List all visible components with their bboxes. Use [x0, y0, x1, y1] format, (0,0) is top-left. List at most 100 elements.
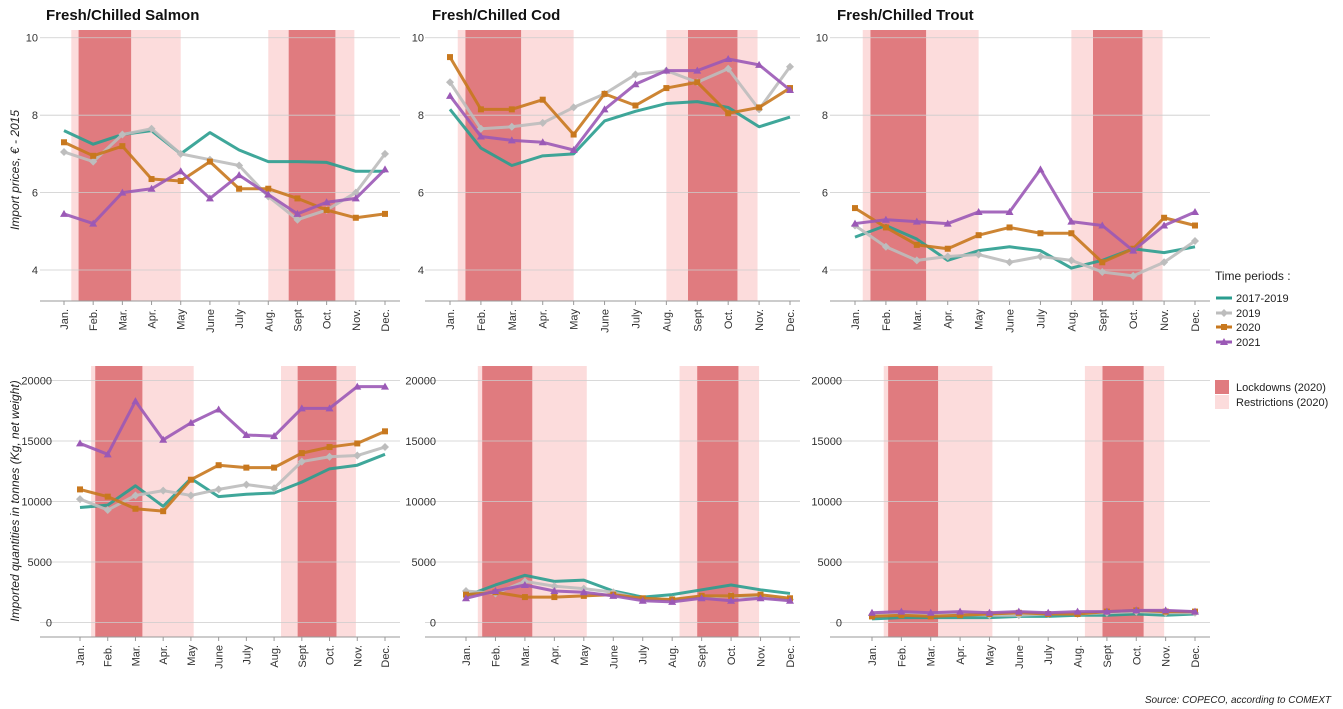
data-point	[160, 508, 167, 515]
data-point	[1099, 259, 1106, 266]
x-tick-label: May	[974, 309, 986, 330]
data-point	[236, 185, 243, 192]
data-point	[869, 613, 875, 620]
data-point	[1036, 165, 1045, 173]
data-point	[1067, 256, 1076, 265]
data-point	[118, 188, 127, 196]
data-point	[913, 241, 920, 248]
x-tick-label: Mar.	[117, 309, 129, 330]
data-point	[881, 215, 890, 223]
x-tick-label: May	[186, 645, 198, 666]
series-line-2017-2019	[465, 573, 791, 599]
data-point	[1161, 214, 1168, 221]
data-point	[186, 491, 195, 500]
x-tick-label: Feb.	[103, 645, 115, 667]
data-point	[103, 505, 112, 514]
x-tick-label: Dec.	[1190, 645, 1202, 668]
data-point	[520, 580, 529, 588]
data-point	[1068, 230, 1075, 237]
data-point	[724, 55, 733, 63]
data-point	[352, 214, 359, 221]
y-tick-label: 5000	[412, 557, 436, 569]
data-point	[147, 124, 156, 133]
x-tick-label: May	[176, 309, 188, 330]
data-point	[462, 594, 470, 602]
series-line-2021	[465, 583, 791, 604]
data-point	[943, 219, 952, 227]
data-point	[177, 177, 184, 184]
data-point	[89, 219, 98, 227]
data-point	[381, 149, 389, 158]
y-tick-label: 0	[430, 617, 436, 629]
x-tick-label: June	[1005, 309, 1017, 333]
data-point	[551, 594, 558, 601]
panel-cod-price: 4 6 8 10 Jan. Feb. Mar. Apr. May June July Aug. Sept…	[412, 30, 800, 333]
x-tick-label: Feb.	[881, 309, 893, 331]
x-tick-label: Nov.	[1159, 309, 1171, 331]
data-point	[235, 161, 244, 170]
data-point	[76, 495, 84, 504]
x-tick-label: Aug.	[1073, 645, 1085, 668]
data-point	[215, 462, 222, 469]
y-tick-label: 6	[822, 188, 828, 200]
y-tick-label: 6	[32, 188, 38, 200]
y-tick-label: 5000	[28, 557, 52, 569]
data-point	[235, 171, 244, 179]
panel-cod-quantity: 0 5000 10000 15000 20000 Jan. Feb. Mar. Apr. May J…	[405, 366, 800, 669]
data-point	[662, 66, 671, 74]
y-tick-label: 4	[822, 265, 828, 277]
data-point	[569, 103, 578, 112]
data-point	[325, 452, 334, 461]
legend-item-2021: 2021	[1216, 337, 1260, 349]
x-tick-label: Sept	[292, 309, 304, 332]
data-point	[104, 493, 111, 500]
legend-label-2017-2019: 2017-2019	[1236, 293, 1289, 305]
data-point	[1037, 230, 1044, 237]
x-tick-label: Oct.	[1128, 309, 1140, 329]
x-tick-label: Mar.	[520, 645, 532, 666]
data-point	[242, 480, 251, 489]
data-point	[322, 198, 331, 206]
series-line-2019	[854, 224, 1196, 278]
data-point	[579, 588, 588, 596]
data-point	[293, 209, 302, 217]
panel-trout-quantity: 0 5000 10000 15000 20000 Jan. Feb. Mar. Apr. May J…	[811, 366, 1210, 669]
data-point	[1005, 207, 1014, 215]
data-point	[1160, 221, 1169, 229]
series-line-2021	[854, 167, 1196, 253]
y-axis-label-quantities: Imported quantities in tonnes (Kg, net w…	[8, 380, 22, 621]
x-tick-label: June	[1014, 645, 1026, 669]
x-tick-label: July	[234, 309, 246, 329]
legend-item-2019: 2019	[1216, 308, 1260, 320]
data-point	[631, 80, 640, 88]
data-point	[1005, 258, 1014, 267]
data-point	[476, 132, 485, 140]
data-point	[1098, 221, 1107, 229]
x-tick-label: Mar.	[926, 645, 938, 666]
data-point	[912, 256, 921, 265]
x-tick-label: Dec.	[380, 309, 392, 332]
data-point	[851, 219, 859, 227]
data-point	[957, 612, 964, 619]
x-tick-label: May	[579, 645, 591, 666]
data-point	[943, 252, 952, 261]
x-tick-label: Jan.	[59, 309, 71, 330]
data-point	[491, 587, 500, 595]
y-tick-label: 15000	[811, 436, 842, 448]
data-point	[119, 143, 126, 150]
x-tick-label: Nov.	[351, 309, 363, 331]
series-line-2021	[79, 385, 385, 456]
data-point	[724, 64, 733, 73]
data-point	[550, 582, 559, 591]
y-tick-label: 6	[418, 188, 424, 200]
x-tick-label: Jan.	[867, 645, 879, 666]
x-tick-label: Oct.	[325, 645, 337, 665]
data-point	[382, 428, 388, 435]
data-point	[187, 476, 194, 483]
x-tick-label: Apr.	[538, 309, 550, 329]
data-point	[118, 130, 127, 139]
x-tick-label: Nov.	[756, 645, 768, 667]
y-tick-label: 10	[412, 33, 424, 45]
y-tick-label: 10	[26, 33, 38, 45]
